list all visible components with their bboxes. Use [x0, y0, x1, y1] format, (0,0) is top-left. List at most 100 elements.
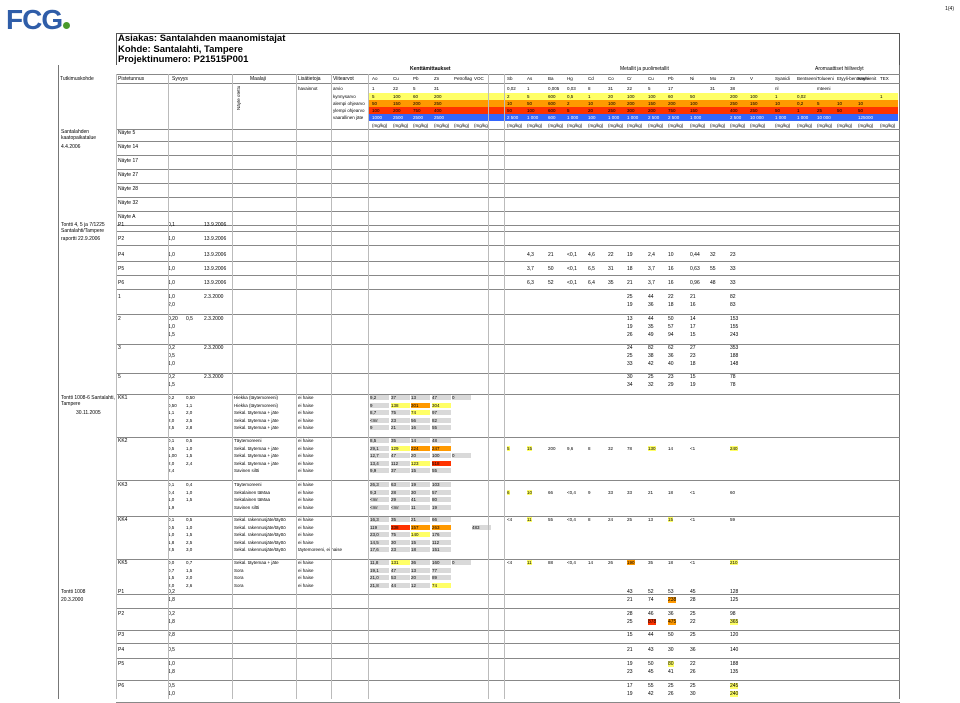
depth-from: 0,50: [168, 402, 177, 408]
depth-from: 2,0: [168, 417, 175, 423]
depth-to: 1,0: [186, 524, 193, 530]
metal-value: 6,4: [588, 280, 595, 286]
metal-value: 8: [588, 445, 591, 451]
field-value: <mr: [370, 497, 389, 502]
reference-value: 1 000: [627, 115, 639, 120]
depth-to: 2,0: [186, 410, 193, 415]
metal-value: 41: [668, 669, 674, 675]
field-value: 36: [411, 560, 430, 565]
metal-value: 33: [608, 489, 614, 495]
metal-value: 55: [710, 266, 716, 272]
metal-value: 5: [507, 445, 510, 451]
unit-label: (mg/kg): [858, 123, 874, 128]
field-value: 21: [411, 517, 430, 522]
column-header: V: [750, 76, 754, 81]
metal-value: 238: [668, 597, 677, 603]
reference-value: 0,005: [548, 86, 560, 91]
group-depth: 0,5: [168, 647, 175, 653]
metal-value: 33: [627, 361, 633, 367]
reference-value: 1: [527, 86, 530, 91]
row-divider: [116, 608, 900, 609]
row-divider: [116, 394, 900, 395]
field-value: 97: [432, 410, 451, 415]
soil-type: Hiekka (täytemoreeni): [234, 395, 279, 400]
reference-value: 2: [507, 94, 510, 99]
row-divider: [116, 245, 900, 246]
metal-value: 365: [730, 619, 739, 625]
field-value: 17,6: [370, 547, 389, 552]
observation: ei haise: [298, 489, 314, 495]
depth-to: 0,7: [186, 560, 193, 565]
depth-from: 1,0: [168, 497, 175, 502]
metal-value: 13: [648, 517, 654, 522]
metal-value: <1: [690, 517, 696, 522]
metal-value: 18: [668, 302, 674, 308]
metal-value: 24: [608, 517, 614, 522]
field-value: 138: [391, 402, 410, 408]
soil-type: Täytemoreeni: [234, 438, 262, 443]
soil-type: Sekal. rakennusjäte/täyttö: [234, 547, 286, 552]
reference-value: 100: [690, 101, 698, 106]
observation: ei haise: [298, 460, 314, 466]
group-depth: 2,8: [168, 632, 175, 638]
unit-label: (mg/kg): [775, 123, 791, 128]
field-value: 0: [452, 453, 471, 458]
field-value: 47: [391, 567, 410, 573]
metal-value: 15: [627, 632, 633, 638]
metal-value: 28: [627, 611, 633, 617]
field-value: 74: [432, 582, 451, 588]
metal-value: 4,3: [527, 252, 534, 258]
field-value: 28: [391, 489, 410, 495]
metal-value: 19: [627, 302, 633, 308]
field-value: 224: [411, 445, 430, 451]
reference-value: 250: [608, 108, 616, 113]
metal-value: 10: [527, 489, 533, 495]
unit-label: (mg/kg): [690, 123, 706, 128]
field-value: 75: [391, 410, 410, 415]
group-id: KK1: [118, 395, 128, 401]
group-depth: 1,5: [168, 332, 175, 338]
field-value: 29,1: [370, 445, 389, 451]
metal-value: 22: [668, 294, 674, 300]
depth-from: 0,1: [168, 438, 175, 443]
depth-to: 1,0: [186, 445, 193, 451]
sample-label: Näyte 5: [118, 130, 136, 136]
reference-value: 750: [668, 108, 676, 113]
reference-value: 0,02: [797, 94, 806, 99]
field-value: 151: [432, 547, 451, 552]
soil-type: Sekal. täytemaa + jäte: [234, 417, 279, 423]
unit-label: (mg/kg): [710, 123, 726, 128]
metal-value: 21: [627, 597, 633, 603]
metal-value: 19: [690, 382, 696, 388]
row-divider: [116, 83, 900, 84]
client-line: Asiakas: Santalahden maanomistajat: [118, 33, 286, 44]
metal-value: 49: [648, 332, 654, 338]
column-header: VOC: [474, 76, 484, 81]
reference-value: 400: [730, 108, 738, 113]
group-depth: 1,0: [168, 294, 175, 300]
field-value: 23: [391, 417, 410, 423]
metal-value: 190: [627, 560, 635, 565]
reference-value: 50: [858, 108, 864, 113]
metal-value: 19: [627, 252, 633, 258]
field-value: 0: [452, 395, 471, 400]
field-value: 29: [391, 497, 410, 502]
group-depth: 2,0: [168, 302, 175, 308]
metal-value: 240: [730, 691, 739, 697]
unit-label: (mg/kg): [372, 123, 388, 128]
metal-value: 21: [548, 252, 554, 258]
unit-label: (mg/kg): [567, 123, 583, 128]
depth-to: 2,5: [186, 539, 193, 545]
field-value: 9: [370, 425, 389, 430]
column-header: Cu: [648, 76, 654, 81]
observation: ei haise: [298, 575, 314, 580]
metal-value: 57: [668, 324, 674, 330]
metal-value: 240: [730, 445, 738, 451]
metal-value: 18: [627, 266, 633, 272]
field-value: 16: [411, 425, 430, 430]
metal-value: 45: [690, 589, 696, 595]
group-id: KK2: [118, 438, 128, 444]
field-value: <mr: [370, 417, 389, 423]
field-value: 48: [432, 438, 451, 443]
unit-label: (mg/kg): [627, 123, 643, 128]
